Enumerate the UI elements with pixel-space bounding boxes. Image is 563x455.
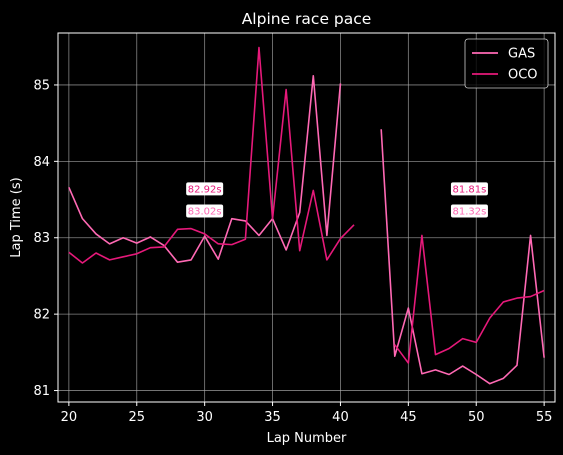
x-axis-title: Lap Number xyxy=(267,431,347,446)
annotation-box xyxy=(186,204,224,218)
annotations: 82.92s 83.02s 81.81s 81.32s xyxy=(186,182,488,218)
series-line-gas xyxy=(68,74,545,385)
axis-ticks: 20 25 30 35 40 45 50 55 81 82 83 84 85 xyxy=(33,78,552,425)
x-tick-label: 55 xyxy=(536,410,553,425)
x-tick-label: 45 xyxy=(400,410,417,425)
x-tick-label: 20 xyxy=(61,410,78,425)
y-axis-title: Lap Time (s) xyxy=(9,177,24,257)
x-tick-label: 25 xyxy=(128,410,145,425)
annotation-label: 81.32s xyxy=(453,207,487,218)
legend-label-gas: GAS xyxy=(508,47,535,62)
annotation-label: 83.02s xyxy=(188,207,222,218)
annotation-box xyxy=(450,204,488,218)
y-tick-label: 85 xyxy=(33,78,50,93)
legend-label-oco: OCO xyxy=(508,68,538,83)
legend-box xyxy=(464,38,549,89)
y-tick-label: 82 xyxy=(33,308,50,323)
annotation-box xyxy=(186,182,224,196)
x-tick-label: 40 xyxy=(332,410,349,425)
x-tick-label: 50 xyxy=(468,410,485,425)
annotation-box xyxy=(450,182,488,196)
legend: GAS OCO xyxy=(464,38,549,89)
series-lines xyxy=(68,46,545,385)
y-tick-label: 83 xyxy=(33,231,50,246)
y-tick-label: 81 xyxy=(33,384,50,399)
x-tick-label: 30 xyxy=(196,410,213,425)
series-line-oco xyxy=(68,46,545,364)
y-tick-label: 84 xyxy=(33,155,50,170)
chart-title: Alpine race pace xyxy=(242,10,372,28)
annotation-label: 81.81s xyxy=(453,184,487,195)
plot-frame xyxy=(57,32,556,403)
x-tick-label: 35 xyxy=(264,410,281,425)
annotation-label: 82.92s xyxy=(188,184,222,195)
